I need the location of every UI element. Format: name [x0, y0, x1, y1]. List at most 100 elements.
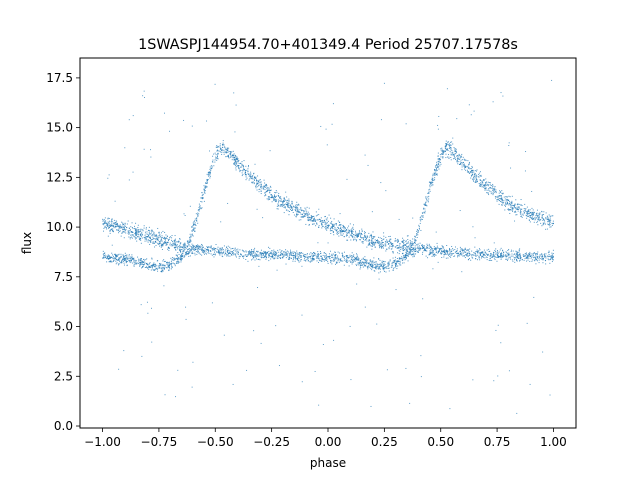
data-point [506, 252, 508, 254]
data-point [551, 252, 553, 254]
data-point [143, 236, 145, 238]
data-point [481, 182, 483, 184]
data-point [233, 249, 235, 251]
data-point [357, 235, 359, 237]
data-point [444, 148, 446, 150]
data-point [293, 257, 295, 259]
data-point [379, 265, 381, 267]
data-point [359, 239, 361, 241]
data-point [253, 249, 255, 251]
data-point [134, 233, 136, 235]
data-point [500, 252, 502, 254]
data-point [547, 255, 549, 257]
data-point [549, 255, 551, 257]
data-point [225, 152, 227, 154]
data-point [322, 259, 324, 261]
data-point [158, 232, 160, 234]
data-point [164, 231, 166, 233]
data-point [286, 199, 288, 201]
data-point [360, 234, 362, 236]
outlier-point [438, 115, 440, 117]
data-point [271, 194, 273, 196]
data-point [183, 250, 185, 252]
data-point [506, 203, 508, 205]
data-point [520, 255, 522, 257]
data-point [528, 254, 530, 256]
data-point [372, 231, 374, 233]
data-point [381, 260, 383, 262]
data-point [429, 251, 431, 253]
data-point [437, 162, 439, 164]
data-point [260, 186, 262, 188]
outlier-point [497, 375, 499, 377]
data-point [241, 163, 243, 165]
outlier-point [107, 177, 109, 179]
data-point [143, 263, 145, 265]
data-point [471, 170, 473, 172]
data-point [181, 255, 182, 257]
data-point [500, 254, 502, 256]
data-point [419, 242, 421, 244]
data-point [327, 220, 329, 222]
data-point [472, 170, 474, 172]
data-point [384, 264, 386, 266]
data-point [471, 250, 473, 252]
outlier-point [495, 329, 497, 331]
data-point [419, 248, 421, 250]
data-point [177, 260, 179, 262]
data-point [191, 234, 193, 236]
data-point [132, 258, 134, 260]
data-point [487, 254, 489, 256]
data-point [532, 253, 534, 255]
data-point [284, 253, 286, 255]
data-point [256, 186, 258, 188]
data-point [463, 164, 465, 166]
outlier-point [395, 289, 397, 291]
data-point [158, 267, 160, 269]
data-point [488, 248, 490, 250]
data-point [368, 262, 370, 264]
data-point [269, 185, 271, 187]
data-point [532, 217, 534, 219]
data-point [138, 236, 140, 238]
data-point [504, 205, 506, 207]
data-point [275, 200, 277, 202]
data-point [103, 230, 105, 232]
data-point [397, 244, 399, 246]
data-point [332, 224, 334, 226]
data-point [114, 253, 116, 255]
data-point [257, 175, 259, 177]
data-point [349, 254, 351, 256]
data-point [431, 185, 433, 187]
data-point [237, 251, 239, 253]
data-point [253, 173, 255, 175]
data-point [549, 222, 551, 224]
data-point [126, 260, 128, 262]
data-point [122, 257, 124, 259]
data-point [243, 169, 245, 171]
data-point [282, 256, 284, 258]
data-point [499, 256, 501, 258]
data-point [288, 199, 290, 201]
data-point [175, 242, 177, 244]
data-point [438, 161, 440, 163]
data-point [151, 264, 153, 266]
data-point [118, 253, 120, 255]
data-point [450, 154, 452, 156]
data-point [485, 256, 487, 258]
data-point [147, 229, 149, 231]
data-point [439, 250, 441, 252]
data-point [266, 188, 268, 190]
data-point [542, 218, 544, 220]
data-point [258, 184, 260, 186]
data-point [408, 252, 410, 254]
outlier-point [143, 148, 145, 150]
data-point [111, 224, 113, 226]
data-point [502, 256, 504, 258]
data-point [426, 243, 428, 245]
data-point [523, 255, 525, 257]
data-point [225, 151, 227, 153]
data-point [441, 251, 443, 253]
data-point [260, 251, 262, 253]
data-point [122, 228, 124, 230]
